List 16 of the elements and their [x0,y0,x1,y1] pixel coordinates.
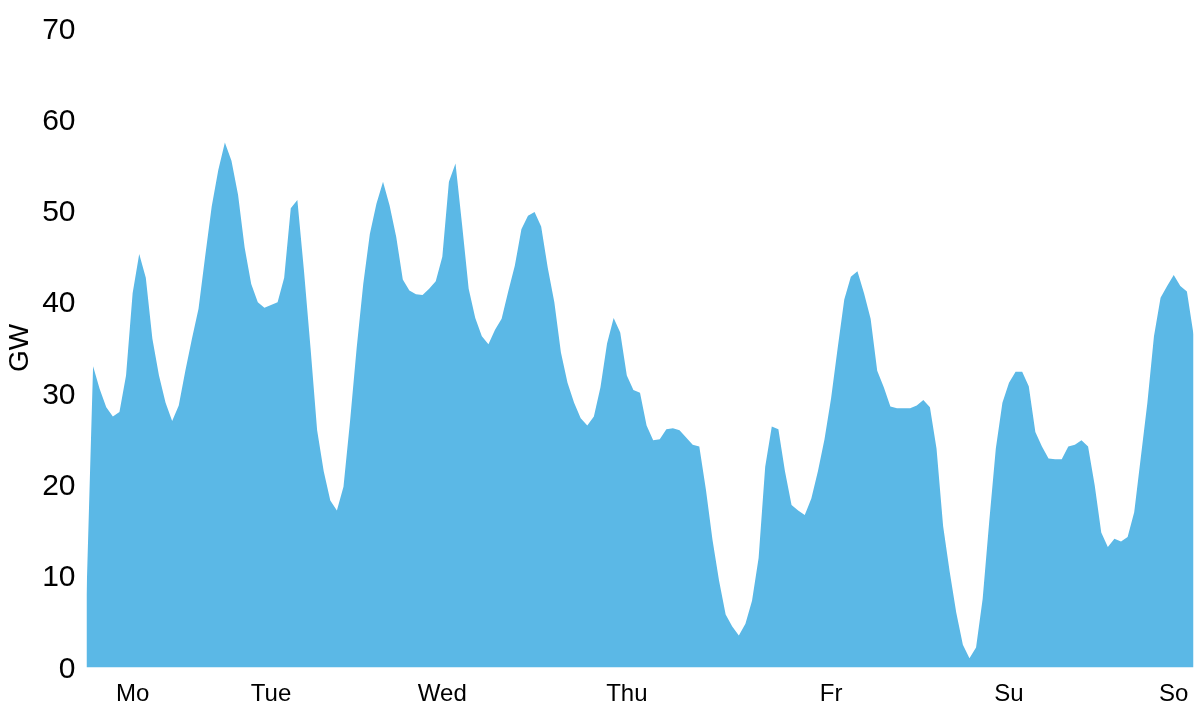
x-tick-label: So [1159,678,1189,706]
y-axis-title: GW [3,323,35,373]
y-tick-label: 70 [42,11,76,45]
x-tick-label: Mo [115,678,150,706]
y-tick-label: 20 [42,467,76,501]
y-tick-label: 60 [42,102,76,136]
x-tick-label: Fr [819,678,843,706]
x-tick-label: Thu [606,678,648,706]
y-tick-label: 50 [42,194,76,228]
x-tick-label: Su [994,678,1024,706]
x-tick-label: Tue [250,678,292,706]
y-tick-label: 0 [58,650,76,684]
y-tick-label: 40 [42,285,76,319]
x-tick-label: Wed [417,678,467,706]
y-tick-label: 30 [42,376,76,410]
y-tick-label: 10 [42,559,76,593]
